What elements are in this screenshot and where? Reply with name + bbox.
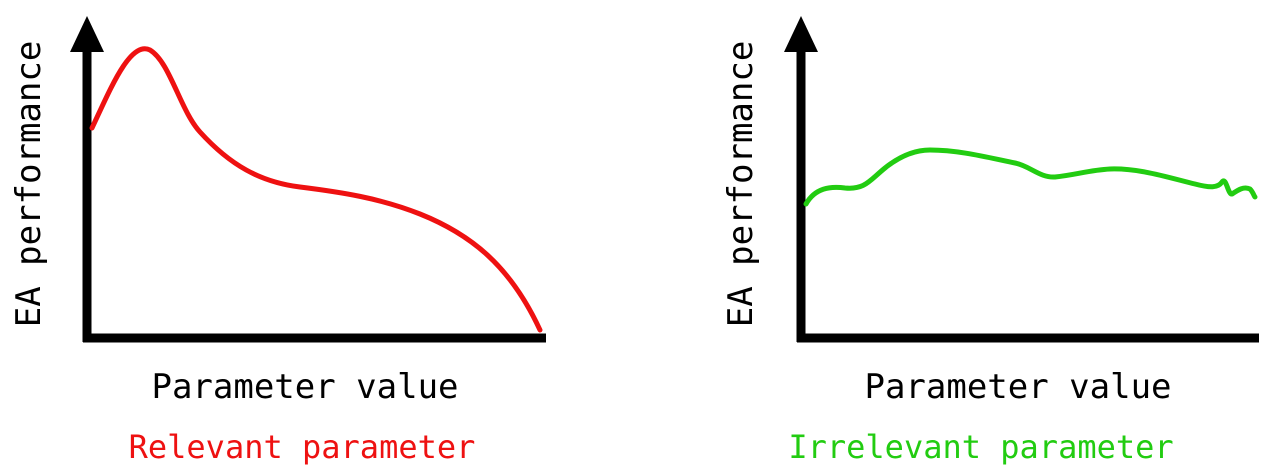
x-axis-label-right: Parameter value (864, 367, 1171, 407)
x-axis-label-left: Parameter value (151, 367, 458, 407)
irrelevant-curve (803, 147, 1258, 207)
caption-irrelevant: Irrelevant parameter (788, 428, 1173, 466)
panel-relevant: EA performance Parameter value Relevant … (9, 16, 546, 466)
y-axis-arrow-right (784, 16, 818, 52)
relevant-curve (89, 46, 543, 333)
y-axis-arrow-left (70, 16, 104, 52)
caption-relevant: Relevant parameter (129, 428, 476, 466)
y-axis-label-left: EA performance (9, 41, 49, 328)
y-axis-label-right: EA performance (721, 41, 761, 328)
panel-irrelevant: EA performance Parameter value Irrelevan… (721, 16, 1259, 466)
